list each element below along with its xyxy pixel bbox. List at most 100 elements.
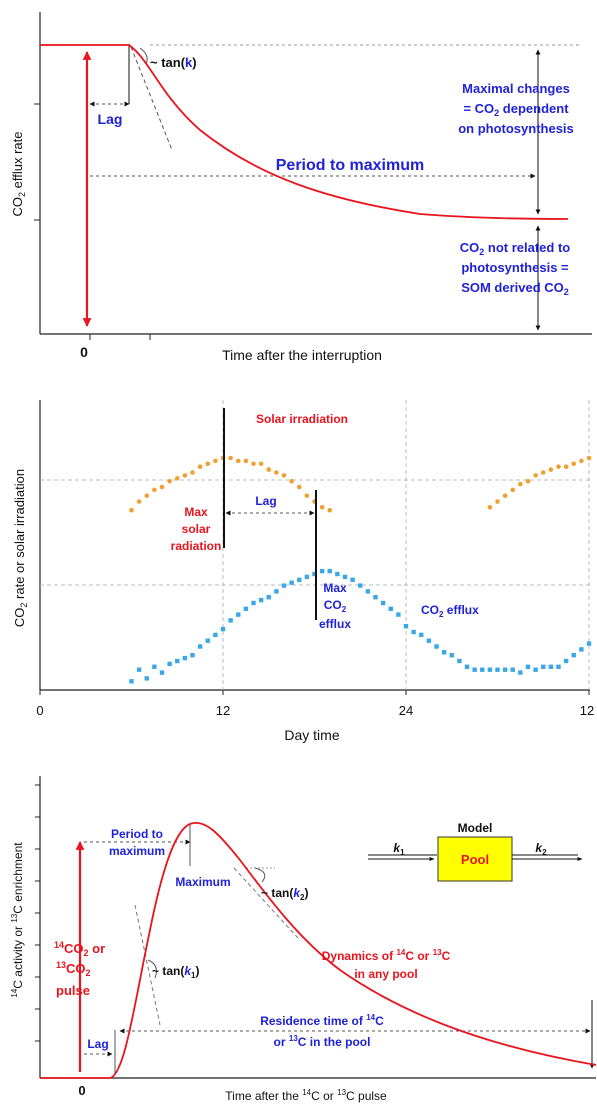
solar-point	[152, 487, 157, 493]
co2-point	[159, 670, 165, 675]
solar-point	[182, 473, 188, 478]
co2-point	[518, 670, 523, 675]
p3-dynamics-line2: in any pool	[354, 967, 417, 981]
co2-point	[220, 626, 226, 632]
co2-point	[236, 612, 241, 617]
co2-point	[380, 600, 386, 606]
solar-point	[548, 467, 554, 472]
p3-residence-line1: Residence time of 14C	[260, 1013, 384, 1028]
p3-k2-label: k2	[535, 841, 547, 857]
p1-period-label: Period to maximum	[276, 157, 424, 174]
solar-point	[571, 461, 577, 467]
co2-point	[251, 600, 256, 606]
co2-point	[373, 595, 378, 600]
p2-solar-label: Solar irradiation	[256, 412, 348, 426]
p3-tan-k1-label: ~ tan(k1)	[152, 964, 199, 980]
solar-point	[304, 493, 310, 499]
p3-pulse-line3: pulse	[56, 983, 90, 998]
p1-efflux-curve	[40, 44, 569, 220]
co2-point	[319, 568, 325, 574]
solar-point	[190, 470, 195, 475]
co2-point	[167, 661, 172, 667]
solar-point	[540, 470, 546, 475]
p3-pulse-line2: 13CO2	[56, 960, 91, 978]
p2-xtick-12: 12	[216, 703, 230, 718]
co2-point	[411, 629, 416, 635]
co2-point	[182, 655, 188, 661]
co2-point	[563, 658, 569, 664]
p1-x-label: Time after the interruption	[222, 347, 382, 363]
p2-max-co2-line1: Max	[323, 581, 347, 595]
co2-point	[213, 632, 218, 638]
solar-point	[510, 487, 516, 493]
co2-point	[495, 667, 500, 672]
solar-point	[136, 499, 142, 504]
p3-pulse-line1: 14CO2 or	[54, 940, 105, 958]
solar-point	[281, 473, 287, 478]
solar-point	[197, 464, 203, 470]
co2-point	[579, 647, 584, 652]
solar-point	[533, 473, 538, 478]
co2-point	[304, 574, 310, 580]
solar-point	[266, 467, 272, 472]
p3-zero-label: 0	[78, 1083, 85, 1098]
solar-point	[289, 478, 294, 484]
p2-points	[129, 455, 592, 684]
solar-point	[258, 461, 264, 467]
co2-point	[556, 664, 561, 669]
co2-point	[289, 580, 294, 585]
p2-max-solar-line2: solar	[182, 522, 211, 536]
co2-point	[396, 612, 401, 617]
p1-zero-label: 0	[80, 344, 88, 360]
co2-point	[487, 667, 493, 672]
solar-point	[579, 458, 584, 464]
co2-point	[419, 632, 424, 638]
co2-point	[480, 667, 485, 672]
co2-point	[441, 650, 447, 655]
co2-point	[297, 577, 302, 582]
co2-point	[365, 589, 371, 594]
p2-max-solar-line3: radiation	[171, 539, 222, 553]
solar-point	[129, 507, 134, 513]
solar-point	[495, 499, 500, 504]
co2-point	[472, 667, 477, 672]
solar-point	[205, 461, 211, 467]
co2-point	[266, 595, 271, 600]
co2-point	[175, 658, 180, 664]
co2-point	[502, 667, 508, 672]
co2-point	[335, 571, 340, 577]
co2-point	[129, 679, 134, 684]
co2-point	[152, 664, 157, 669]
co2-point	[586, 641, 592, 646]
p3-tangent-k2	[233, 867, 299, 939]
co2-point	[571, 653, 576, 658]
solar-point	[174, 476, 180, 481]
p3-maximum-label: Maximum	[175, 875, 230, 889]
p1-not-related-line3: SOM derived CO2	[461, 280, 569, 297]
solar-point	[319, 505, 325, 510]
p3-dynamics-line1: Dynamics of 14C or 13C	[322, 948, 451, 963]
co2-point	[358, 583, 363, 588]
p3-period-line2: maximum	[109, 844, 165, 858]
co2-point	[258, 597, 264, 603]
p2-y-label: CO2 rate or solar irradiation	[12, 469, 29, 627]
solar-point	[144, 493, 150, 499]
co2-point	[457, 658, 462, 664]
p1-tangent-line	[130, 46, 173, 151]
p2-xtick-12b: 12	[580, 703, 594, 718]
co2-point	[144, 676, 149, 681]
p2-xtick-24: 24	[399, 703, 413, 718]
p2-co2-efflux-label: CO2 efflux	[421, 603, 479, 619]
p1-not-related-line1: CO2 not related to	[460, 240, 571, 257]
p2-max-co2-line3: efflux	[319, 617, 351, 631]
co2-point	[533, 667, 538, 672]
p3-dynamics-curve	[40, 821, 597, 1079]
solar-point	[502, 493, 508, 499]
p1-maximal-changes-line2: = CO2 dependent	[463, 101, 569, 118]
solar-point	[556, 464, 561, 470]
p3-pool-label: Pool	[461, 852, 489, 867]
co2-point	[403, 624, 409, 629]
p3-model-title: Model	[458, 821, 493, 835]
p3-period-line1: Period to	[111, 827, 163, 841]
solar-point	[228, 455, 233, 461]
